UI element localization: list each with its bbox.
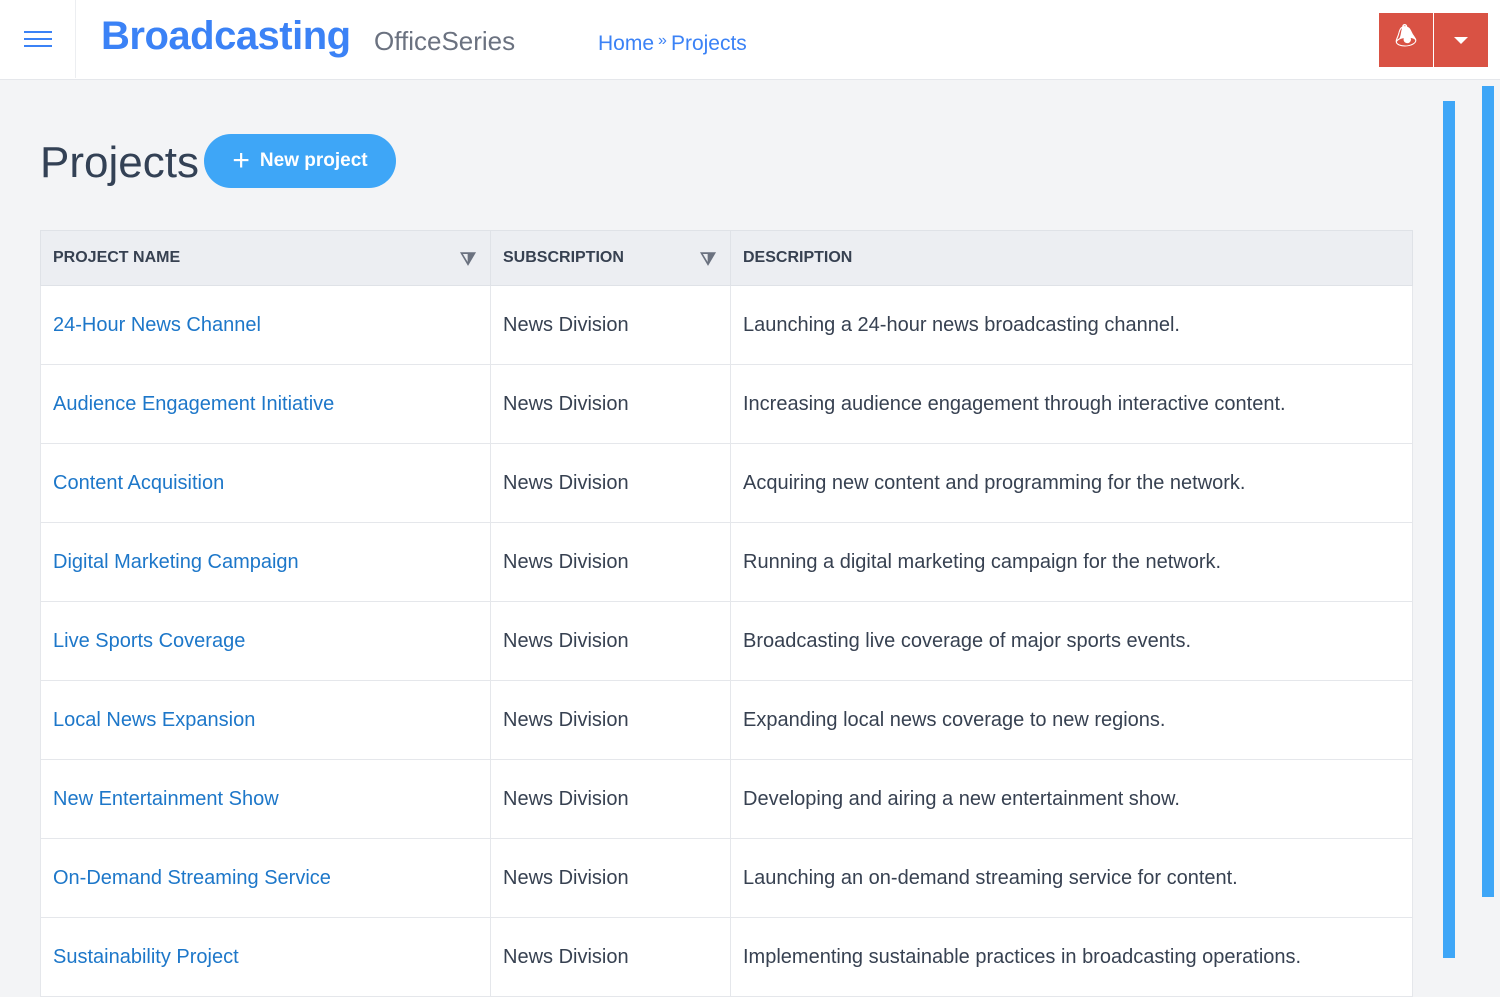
description-cell: Acquiring new content and programming fo… — [730, 443, 1413, 523]
description-cell: Developing and airing a new entertainmen… — [730, 759, 1413, 839]
description-cell: Launching a 24-hour news broadcasting ch… — [730, 285, 1413, 365]
description-cell: Implementing sustainable practices in br… — [730, 917, 1413, 997]
scrollbar-outer[interactable] — [1482, 86, 1494, 897]
notifications-bell-icon[interactable]: 🕭 — [1379, 13, 1433, 67]
project-link[interactable]: New Entertainment Show — [53, 787, 279, 810]
table-row: Local News Expansion News Division Expandi… — [40, 680, 1413, 760]
subscription-cell: News Division — [490, 443, 731, 523]
subscription-cell: News Division — [490, 285, 731, 365]
table-row: Sustainability Project News Division Imple… — [40, 917, 1413, 997]
column-description: DESCRIPTION — [730, 230, 1413, 286]
app-brand: Broadcasting — [101, 14, 351, 58]
table-row: On-Demand Streaming Service News Division… — [40, 838, 1413, 918]
caret-down-icon — [1454, 36, 1468, 44]
filter-icon[interactable]: ⧩ — [699, 249, 716, 269]
project-link[interactable]: Digital Marketing Campaign — [53, 550, 299, 573]
app-suite: OfficeSeries — [374, 26, 516, 56]
hamburger-menu-icon[interactable] — [0, 0, 76, 78]
column-project-name: PROJECT NAME ⧩ — [40, 230, 491, 286]
project-link[interactable]: Audience Engagement Initiative — [53, 392, 335, 415]
project-link[interactable]: Local News Expansion — [53, 708, 256, 731]
plus-icon: + — [232, 144, 250, 177]
page-title: Projects — [40, 138, 199, 187]
table-row: 24-Hour News Channel News Division Launchi… — [40, 285, 1413, 365]
subscription-cell: News Division — [490, 364, 731, 444]
project-link[interactable]: Sustainability Project — [53, 945, 239, 968]
subscription-cell: News Division — [490, 680, 731, 760]
user-dropdown-button[interactable] — [1434, 13, 1488, 67]
project-link[interactable]: Content Acquisition — [53, 471, 225, 494]
description-cell: Launching an on-demand streaming service… — [730, 838, 1413, 918]
top-bar: Broadcasting OfficeSeries Home» Projects … — [0, 0, 1500, 80]
table-row: New Entertainment Show News Division Devel… — [40, 759, 1413, 839]
breadcrumb-projects[interactable]: Projects — [670, 32, 747, 55]
breadcrumb: Home» Projects — [598, 32, 747, 56]
table-row: Live Sports Coverage News Division Broadca… — [40, 601, 1413, 681]
table-row: Digital Marketing Campaign News Division R… — [40, 522, 1413, 602]
new-project-button[interactable]: + New project — [204, 134, 396, 188]
subscription-cell: News Division — [490, 601, 731, 681]
filter-icon[interactable]: ⧩ — [459, 249, 476, 269]
subscription-cell: News Division — [490, 759, 731, 839]
table-row: Content Acquisition News Division Acquirin… — [40, 443, 1413, 523]
description-cell: Running a digital marketing campaign for… — [730, 522, 1413, 602]
project-link[interactable]: Live Sports Coverage — [53, 629, 246, 652]
table-row: Audience Engagement Initiative News Divis… — [40, 364, 1413, 444]
subscription-cell: News Division — [490, 917, 731, 997]
project-link[interactable]: On-Demand Streaming Service — [53, 866, 331, 889]
subscription-cell: News Division — [490, 838, 731, 918]
column-subscription: SUBSCRIPTION ⧩ — [490, 230, 731, 286]
scrollbar-inner[interactable] — [1443, 101, 1455, 958]
breadcrumb-home[interactable]: Home — [598, 32, 655, 55]
subscription-cell: News Division — [490, 522, 731, 602]
breadcrumb-separator: » — [658, 32, 667, 49]
description-cell: Expanding local news coverage to new reg… — [730, 680, 1413, 760]
new-project-label: New project — [259, 150, 368, 171]
projects-table: PROJECT NAME ⧩ SUBSCRIPTION ⧩ DESCRIPTION … — [40, 230, 1413, 997]
description-cell: Increasing audience engagement through i… — [730, 364, 1413, 444]
project-link[interactable]: 24-Hour News Channel — [53, 313, 261, 336]
description-cell: Broadcasting live coverage of major spor… — [730, 601, 1413, 681]
